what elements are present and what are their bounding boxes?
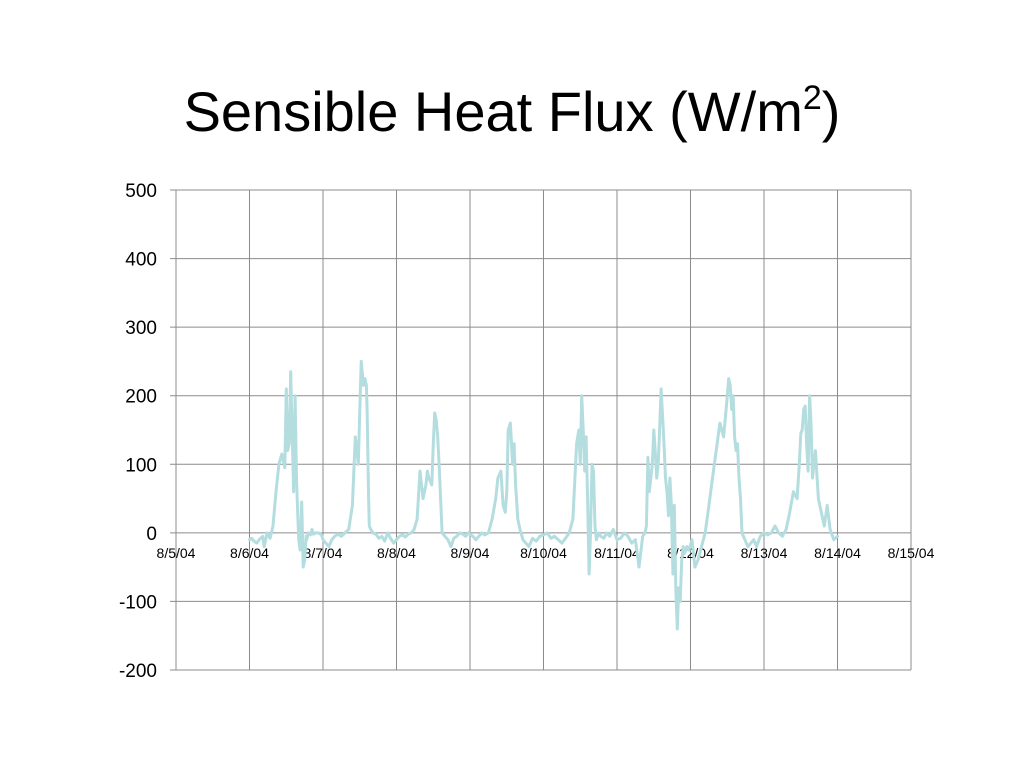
y-tick-label: 100 bbox=[125, 455, 157, 476]
chart-series bbox=[248, 359, 839, 631]
x-tick-label: 8/8/04 bbox=[377, 545, 416, 561]
x-tick-label: 8/14/04 bbox=[814, 545, 861, 561]
series-line-0 bbox=[248, 359, 839, 631]
x-tick-label: 8/10/04 bbox=[520, 545, 567, 561]
x-tick-label: 8/15/04 bbox=[888, 545, 935, 561]
y-tick-label: 0 bbox=[146, 524, 157, 545]
x-tick-label: 8/5/04 bbox=[157, 545, 196, 561]
chart-grid bbox=[170, 189, 912, 671]
y-tick-label: 300 bbox=[125, 318, 157, 339]
y-tick-label: 500 bbox=[125, 181, 157, 202]
x-axis-tick-labels: 8/5/04 8/6/04 8/7/04 8/8/04 8/9/04 8/10/04 8/1… bbox=[157, 545, 935, 561]
y-tick-label: -200 bbox=[119, 661, 157, 682]
x-tick-label: 8/7/04 bbox=[304, 545, 343, 561]
y-tick-label: 200 bbox=[125, 387, 157, 408]
y-tick-label: 400 bbox=[125, 250, 157, 271]
y-axis-tick-labels: 500 400 300 200 100 0 -100 -200 bbox=[119, 181, 157, 682]
x-tick-label: 8/6/04 bbox=[230, 545, 269, 561]
title-superscript: 2 bbox=[802, 79, 822, 117]
page-title: Sensible Heat Flux (W/m2) bbox=[0, 62, 1024, 148]
y-tick-label: -100 bbox=[119, 592, 157, 613]
x-tick-label: 8/11/04 bbox=[594, 545, 640, 561]
title-close: ) bbox=[821, 80, 841, 143]
x-tick-label: 8/9/04 bbox=[451, 545, 490, 561]
x-tick-label: 8/13/04 bbox=[741, 545, 788, 561]
title-text: Sensible Heat Flux (W/m bbox=[183, 80, 803, 143]
